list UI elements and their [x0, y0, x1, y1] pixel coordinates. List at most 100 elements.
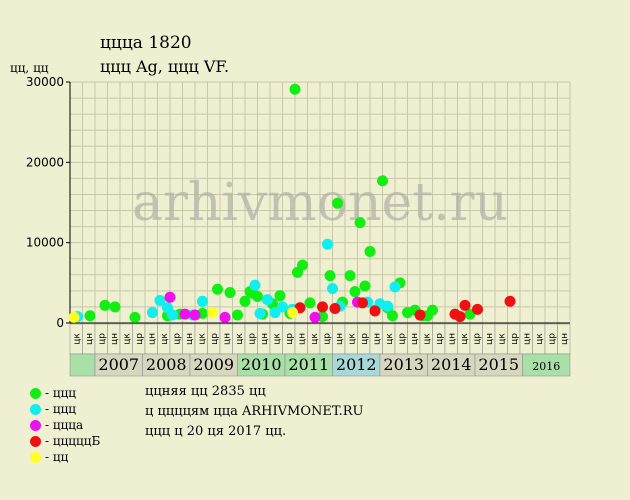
month-label: цр: [210, 333, 220, 345]
data-point: [364, 246, 376, 258]
data-point: [252, 290, 263, 302]
data-point: [109, 301, 121, 313]
month-label: цк: [385, 333, 395, 345]
data-point: [327, 282, 338, 294]
data-point: [207, 307, 218, 319]
month-label: цр: [172, 333, 182, 345]
year-label: 2012: [336, 355, 377, 374]
month-label: цк: [535, 333, 545, 345]
year-label: 2008: [146, 355, 187, 374]
legend-label: - ццц: [45, 402, 77, 416]
data-point: [359, 280, 371, 292]
data-point: [304, 297, 316, 309]
month-label: цн: [185, 333, 195, 345]
y-axis-label: цц, цц: [10, 61, 49, 75]
month-label: цр: [360, 333, 370, 345]
data-point: [389, 281, 401, 293]
legend-label: - цццццБ: [45, 434, 101, 448]
data-point: [357, 297, 368, 309]
month-label: цк: [310, 333, 320, 345]
month-label: цк: [160, 333, 170, 345]
month-label: цк: [72, 333, 82, 345]
data-point: [224, 286, 236, 298]
month-label: цк: [497, 333, 507, 345]
data-point: [287, 307, 298, 319]
legend-marker: [30, 388, 41, 399]
month-label: цн: [85, 333, 95, 345]
month-label: цн: [522, 333, 532, 345]
data-point: [262, 294, 273, 306]
year-label: 2007: [98, 355, 139, 374]
year-label: 2011: [288, 355, 329, 374]
y-tick-label: 0: [56, 316, 64, 330]
data-point: [239, 295, 251, 307]
axes: 0 10000 20000 30000: [26, 75, 570, 330]
data-point: [154, 295, 166, 307]
month-label: цр: [435, 333, 445, 345]
data-point: [329, 303, 341, 315]
data-point: [167, 309, 178, 321]
data-point: [472, 303, 483, 315]
data-point: [129, 311, 141, 323]
month-label: цк: [235, 333, 245, 345]
y-tick-label: 20000: [26, 155, 64, 169]
data-point: [68, 311, 80, 323]
data-point: [232, 309, 243, 321]
data-point: [322, 238, 333, 250]
legend-marker: [30, 404, 41, 415]
data-point: [344, 270, 356, 282]
legend-label: - ццц: [45, 386, 77, 400]
data-point: [212, 283, 223, 295]
data-point: [179, 308, 191, 320]
data-point: [277, 301, 288, 313]
data-point: [274, 290, 286, 302]
month-label: цн: [147, 333, 157, 345]
chart-subtitle: ццц Ag, ццц VF.: [100, 57, 230, 76]
data-point: [84, 310, 96, 322]
month-label: цр: [397, 333, 407, 345]
month-label: цк: [347, 333, 357, 345]
month-label: цн: [447, 333, 457, 345]
year-cell-lead: [69, 353, 96, 377]
legend-item: - ццц: [30, 402, 76, 416]
month-label: цк: [460, 333, 470, 345]
year-label: 2015: [478, 355, 519, 374]
data-point: [454, 311, 466, 323]
month-label: цр: [97, 333, 107, 345]
data-point: [249, 279, 261, 291]
year-label: 2010: [241, 355, 282, 374]
month-label: цн: [410, 333, 420, 345]
legend-item: - ццц: [30, 386, 76, 400]
data-point: [324, 270, 336, 282]
month-label: цр: [472, 333, 482, 345]
month-label: цн: [335, 333, 345, 345]
data-point: [354, 217, 366, 229]
data-point: [297, 259, 308, 271]
year-cell: [522, 353, 571, 377]
month-label: цн: [260, 333, 270, 345]
note-line: ццняя цц 2835 цц: [145, 384, 266, 399]
month-label: цк: [122, 333, 132, 345]
month-label: цн: [297, 333, 307, 345]
month-label: цн: [560, 333, 570, 345]
data-point: [317, 301, 328, 313]
month-label: цк: [422, 333, 432, 345]
data-point: [164, 291, 176, 303]
data-point: [504, 295, 516, 307]
year-label: 2014: [431, 355, 472, 374]
watermark: arhivmonet.ru: [132, 173, 508, 233]
data-points: [68, 83, 516, 323]
data-point: [332, 197, 343, 209]
data-point: [377, 175, 388, 187]
legend-item: - цццццБ: [30, 434, 100, 448]
data-point: [197, 295, 208, 307]
month-label: цн: [485, 333, 495, 345]
data-point: [382, 300, 393, 312]
x-axis-band: цк цн цр цн цк цр цн цк цр цн цк цр цн цк цр цн цк цр цн цк…: [69, 323, 571, 377]
y-tick-label: 30000: [26, 75, 64, 89]
legend-label: - цц: [45, 450, 69, 464]
month-label: цр: [135, 333, 145, 345]
data-point: [254, 307, 266, 319]
month-label: цк: [272, 333, 282, 345]
